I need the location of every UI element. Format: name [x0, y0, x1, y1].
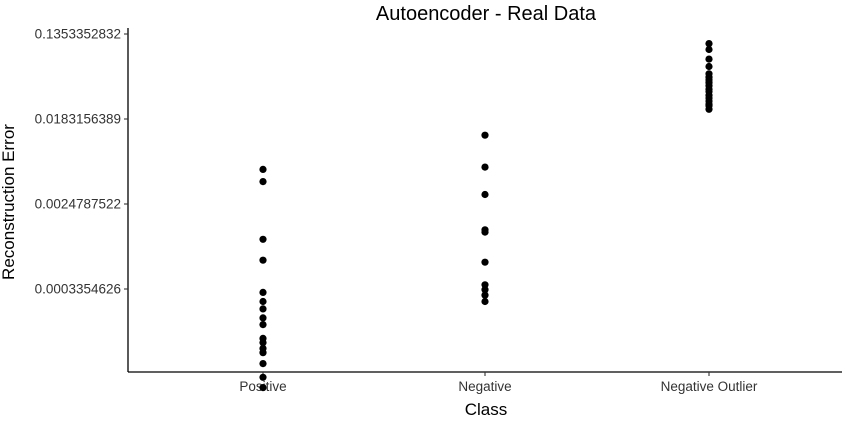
- data-point: [259, 314, 267, 322]
- x-axis-ticks: PositiveNegativeNegative Outlier: [239, 372, 758, 394]
- data-point: [259, 256, 267, 264]
- data-point: [259, 235, 267, 243]
- data-point: [259, 297, 267, 306]
- y-axis-ticks: 0.0003354626 0.0024787522 0.0183156389 0.13…: [35, 27, 128, 297]
- data-point: [259, 349, 267, 357]
- data-point: [481, 190, 489, 199]
- data-point: [259, 360, 267, 368]
- y-tick-label: 0.0183156389: [35, 111, 121, 126]
- y-tick-label: 0.0003354626: [35, 282, 121, 297]
- data-point: [705, 55, 713, 63]
- data-point: [481, 131, 489, 139]
- data-point: [259, 178, 267, 186]
- data-point: [259, 165, 267, 173]
- x-tick-label: Negative: [458, 379, 511, 394]
- data-point: [481, 163, 489, 171]
- data-point: [481, 286, 489, 294]
- x-tick-label: Negative Outlier: [661, 379, 758, 394]
- data-point: [705, 105, 713, 113]
- data-point: [259, 305, 267, 313]
- data-point: [481, 258, 489, 266]
- y-axis-title: Reconstruction Error: [0, 124, 18, 280]
- y-tick-label: 0.0024787522: [35, 196, 121, 211]
- data-point: [705, 40, 713, 48]
- data-point: [259, 321, 267, 329]
- data-point: [705, 62, 713, 71]
- data-point: [259, 384, 267, 392]
- data-point: [481, 297, 489, 306]
- data-point: [481, 228, 489, 236]
- data-point: [481, 291, 489, 299]
- data-point: [259, 373, 267, 381]
- data-points: [259, 40, 713, 392]
- chart-title: Autoencoder - Real Data: [376, 3, 597, 25]
- data-point: [259, 339, 267, 347]
- y-tick-label: 0.1353352832: [35, 27, 121, 42]
- x-axis-title: Class: [465, 400, 508, 419]
- data-point: [259, 288, 267, 296]
- data-point: [705, 45, 713, 54]
